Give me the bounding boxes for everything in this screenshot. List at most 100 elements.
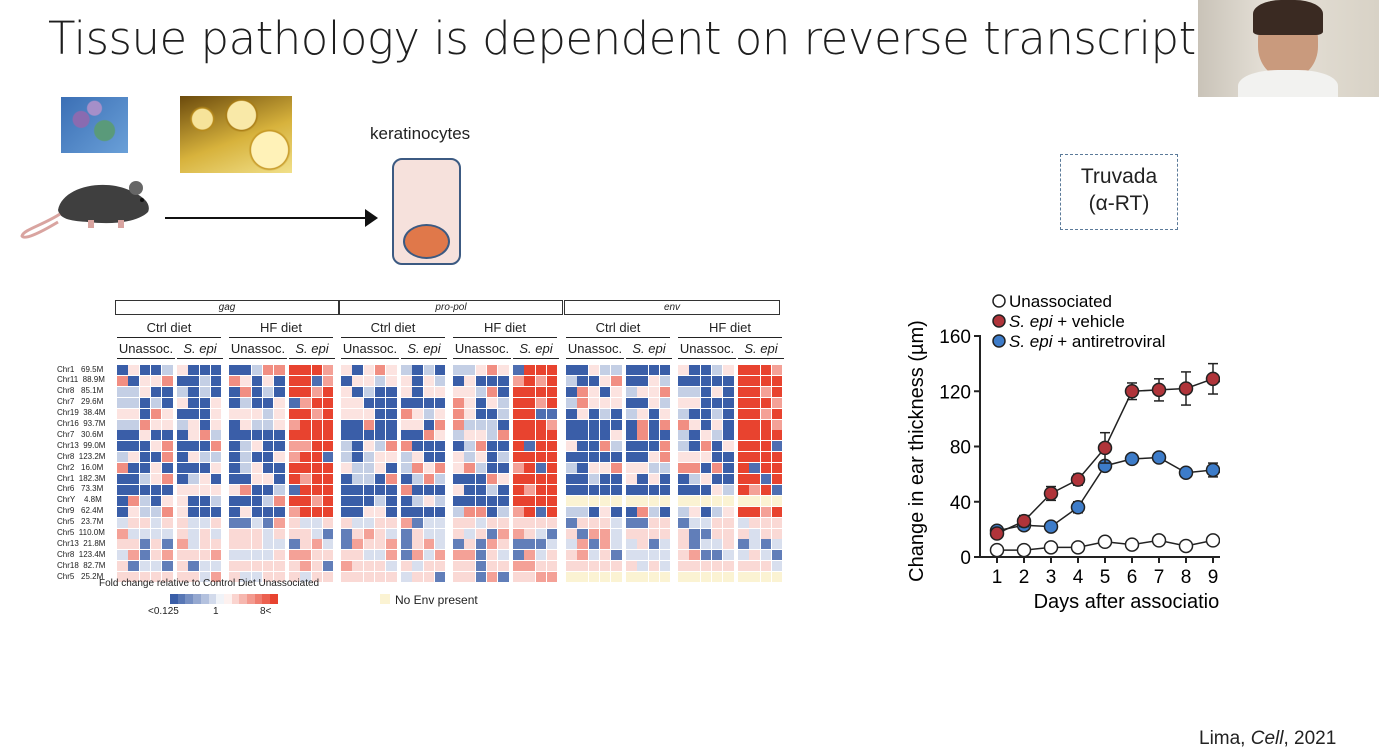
legend-mid-label: 1	[213, 606, 219, 617]
heatmap-cell	[453, 528, 464, 539]
heatmap-cell	[700, 430, 712, 441]
heatmap-cell	[300, 495, 311, 506]
heatmap-cell	[162, 506, 173, 517]
citation-journal: Cell	[1250, 728, 1284, 749]
heatmap-cell	[524, 408, 535, 419]
heatmap-cell	[524, 365, 535, 375]
heatmap-cell	[289, 365, 300, 375]
heatmap-cell	[177, 528, 188, 539]
heatmap-cell	[139, 539, 151, 550]
heatmap-cell	[401, 474, 412, 484]
heatmap-cell	[300, 441, 311, 452]
heatmap-cell	[210, 528, 222, 539]
heatmap-cell	[289, 517, 300, 528]
heatmap-cell	[648, 550, 660, 561]
heatmap-cell	[659, 441, 671, 452]
heatmap-cell	[341, 550, 352, 561]
heatmap-cell	[311, 561, 323, 572]
heatmap-cell	[464, 452, 475, 463]
heatmap-cell	[374, 506, 386, 517]
heatmap-cell	[229, 550, 240, 561]
heatmap-cell	[711, 430, 723, 441]
heatmap-cell	[738, 561, 749, 572]
heatmap-cell	[412, 539, 423, 550]
heatmap-cell	[210, 397, 222, 408]
heatmap-cell	[311, 539, 323, 550]
heatmap-cell	[700, 474, 712, 484]
heatmap-cell	[311, 397, 323, 408]
heatmap-cell	[546, 441, 558, 452]
heatmap-cell	[423, 441, 435, 452]
heatmap-cell	[566, 550, 577, 561]
heatmap-cell	[210, 495, 222, 506]
heatmap-cell	[162, 386, 173, 397]
heatmap-cell	[262, 441, 274, 452]
heatmap-cell	[401, 408, 412, 419]
heatmap-cell	[588, 375, 600, 386]
heatmap-cell	[611, 495, 622, 506]
heatmap-cell	[760, 463, 772, 474]
heatmap-cell	[453, 517, 464, 528]
heatmap-cell	[689, 517, 700, 528]
heatmap-cell	[464, 474, 475, 484]
heatmap-cell	[289, 397, 300, 408]
heatmap-cell	[150, 365, 162, 375]
heatmap-cell	[262, 375, 274, 386]
heatmap-cell	[711, 484, 723, 495]
heatmap-cell	[577, 397, 588, 408]
heatmap-cell	[513, 506, 524, 517]
data-point	[1124, 451, 1140, 467]
diet-header: Ctrl diet	[341, 320, 445, 338]
heatmap-cell	[678, 506, 689, 517]
heatmap-cell	[117, 495, 128, 506]
heatmap-cell	[300, 408, 311, 419]
heatmap-cell	[240, 419, 251, 430]
heatmap-cell	[374, 495, 386, 506]
citation-year: , 2021	[1283, 728, 1337, 749]
heatmap-cell	[289, 495, 300, 506]
heatmap-cell	[648, 484, 660, 495]
heatmap-cell	[678, 386, 689, 397]
data-point	[1043, 540, 1059, 555]
heatmap-cell	[412, 506, 423, 517]
heatmap-cell	[434, 441, 446, 452]
heatmap-cell	[401, 484, 412, 495]
heatmap-cell	[341, 397, 352, 408]
heatmap-cell	[723, 539, 734, 550]
heatmap-cell	[177, 419, 188, 430]
heatmap-cell	[423, 506, 435, 517]
heatmap-cell	[363, 463, 375, 474]
heatmap-cell	[611, 572, 622, 583]
data-point	[1151, 382, 1167, 398]
heatmap-cell	[162, 572, 173, 583]
heatmap-cell	[771, 375, 783, 386]
heatmap-cell	[199, 572, 211, 583]
heatmap-cell	[760, 561, 772, 572]
heatmap-cell	[434, 495, 446, 506]
heatmap-cell	[150, 484, 162, 495]
y-tick-label: 40	[950, 493, 971, 514]
heatmap-cell	[749, 365, 760, 375]
heatmap-cell	[374, 365, 386, 375]
bacteria-image	[61, 97, 128, 153]
heatmap-cell	[210, 441, 222, 452]
heatmap-cell	[486, 561, 498, 572]
heatmap-cell	[128, 419, 139, 430]
heatmap-cell	[177, 484, 188, 495]
legend-swatch	[185, 594, 194, 604]
heatmap-cell	[771, 452, 783, 463]
heatmap-cell	[300, 463, 311, 474]
citation: Lima, Cell, 2021	[1199, 728, 1336, 750]
heatmap-cell	[588, 430, 600, 441]
heatmap-cell	[453, 495, 464, 506]
heatmap-cell	[423, 539, 435, 550]
heatmap-cell	[229, 474, 240, 484]
diet-header: Ctrl diet	[566, 320, 670, 338]
heatmap-cell	[738, 430, 749, 441]
heatmap-cell	[700, 572, 712, 583]
heatmap-cell	[240, 441, 251, 452]
heatmap-cell	[588, 397, 600, 408]
heatmap-cell	[689, 397, 700, 408]
heatmap-cell	[611, 386, 622, 397]
heatmap-cell	[689, 550, 700, 561]
